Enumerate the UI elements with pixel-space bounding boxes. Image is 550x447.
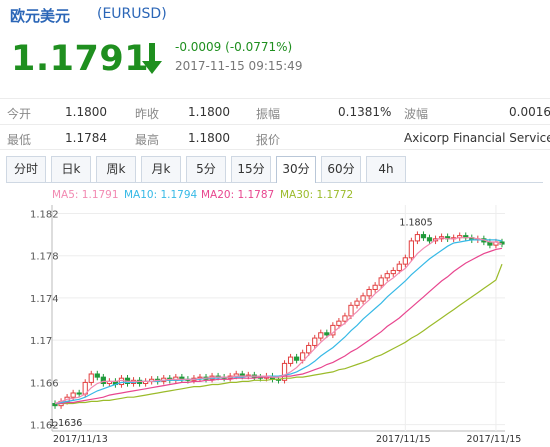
candle-down (420, 234, 427, 239)
stat-label-open: 今开 (7, 107, 32, 121)
stat-label-range: 波幅 (404, 107, 429, 121)
quote-panel: 1.1791 -0.0009 (-0.0771%) 2017-11-15 09:… (0, 32, 550, 88)
current-price: 1.1791 (11, 39, 150, 79)
tab-30min[interactable]: 30分 (276, 156, 316, 183)
candle-up (414, 234, 421, 242)
tab-5min[interactable]: 5分 (186, 156, 226, 182)
tab-intraday[interactable]: 分时 (6, 156, 46, 182)
candle-up (354, 300, 360, 306)
header: 欧元美元 (EURUSD) (0, 0, 550, 30)
legend-ma10: MA10: 1.1794 (124, 189, 198, 201)
stats-row: 最低 1.1784 最高 1.1800 报价 Axicorp Financial… (0, 124, 550, 150)
stat-value-open: 1.1800 (65, 105, 107, 119)
legend-ma5: MA5: 1.1791 (52, 189, 119, 201)
ma30-line (55, 263, 503, 405)
value-annotation: 1.1636 (49, 418, 82, 429)
ma10-line (54, 239, 503, 405)
period-tabs: 分时 日k 周k 月k 5分 15分 30分 60分 4h (6, 156, 543, 183)
candle-up (287, 356, 294, 364)
tab-weekly[interactable]: 周k (96, 156, 136, 182)
candle-up (306, 344, 312, 354)
candle-down (100, 376, 106, 384)
quote-time: 2017-11-15 09:15:49 (175, 59, 303, 73)
price-change: -0.0009 (-0.0771%) (175, 40, 293, 54)
candle-up (390, 269, 396, 275)
y-tick-label: 1.178 (30, 252, 59, 263)
candle-up (118, 377, 125, 386)
tab-15min[interactable]: 15分 (231, 156, 271, 182)
y-tick-label: 1.182 (30, 209, 59, 220)
stat-label-quote-source: 报价 (256, 133, 281, 147)
x-tick-label: 2017/11/13 (53, 434, 108, 445)
candle-down (94, 373, 100, 378)
stat-value-high: 1.1800 (188, 131, 230, 145)
candlestick-chart[interactable]: 1.182 1.178 1.174 1.17 1.166 1.162 2017/11/13 2… (0, 200, 550, 447)
candle-down (294, 356, 300, 361)
y-tick-label: 1.174 (30, 294, 59, 305)
candle-up (336, 320, 342, 326)
candle-up (378, 277, 384, 286)
candle-up (408, 240, 414, 259)
value-annotation: 1.1805 (399, 217, 432, 228)
y-tick-label: 1.166 (30, 378, 59, 389)
stats-table: 今开 1.1800 昨收 1.1800 振幅 0.1381% 波幅 0.0016… (0, 98, 550, 153)
page-title: 欧元美元 (10, 7, 71, 25)
candle-up (348, 304, 354, 317)
candle-down (76, 392, 82, 395)
candle-up (312, 337, 318, 346)
candle-up (330, 324, 336, 336)
stat-value-prev-close: 1.1800 (188, 105, 230, 119)
tab-4h[interactable]: 4h (366, 156, 406, 182)
symbol-code: (EURUSD) (97, 6, 167, 22)
y-tick-label: 1.162 (30, 421, 59, 432)
candle-up (281, 362, 288, 381)
x-tick-label: 2017/11/15 (467, 434, 522, 445)
stat-value-amplitude: 0.1381% (338, 105, 392, 119)
candle-up (70, 392, 76, 398)
candle-up (342, 315, 348, 322)
legend-ma20: MA20: 1.1787 (201, 189, 275, 201)
stat-label-low: 最低 (7, 133, 32, 147)
stats-row: 今开 1.1800 昨收 1.1800 振幅 0.1381% 波幅 0.0016 (0, 98, 550, 124)
tab-daily[interactable]: 日k (51, 156, 91, 182)
down-arrow-icon (142, 43, 162, 74)
tab-monthly[interactable]: 月k (141, 156, 181, 182)
tab-60min[interactable]: 60分 (321, 156, 361, 182)
candle-up (396, 263, 402, 271)
candle-down (426, 237, 433, 242)
stat-label-prev-close: 昨收 (135, 107, 160, 121)
y-tick-label: 1.17 (30, 336, 52, 347)
candle-up (300, 352, 306, 361)
x-tick-label: 2017/11/15 (376, 434, 431, 445)
candle-up (360, 295, 366, 302)
stat-value-low: 1.1784 (65, 131, 107, 145)
ma5-line (54, 237, 503, 405)
candle-up (384, 273, 390, 279)
candle-up (88, 373, 94, 383)
candle-up (372, 284, 378, 290)
candle-up (366, 288, 372, 297)
candle-up (318, 332, 324, 339)
stat-value-range: 0.0016 (509, 105, 550, 119)
stat-label-amplitude: 振幅 (256, 107, 281, 121)
candle-up (402, 257, 408, 265)
candle-down (324, 332, 330, 336)
stat-value-quote-source: Axicorp Financial Services (404, 131, 550, 145)
legend-ma30: MA30: 1.1772 (280, 189, 354, 201)
stat-label-high: 最高 (135, 133, 160, 147)
